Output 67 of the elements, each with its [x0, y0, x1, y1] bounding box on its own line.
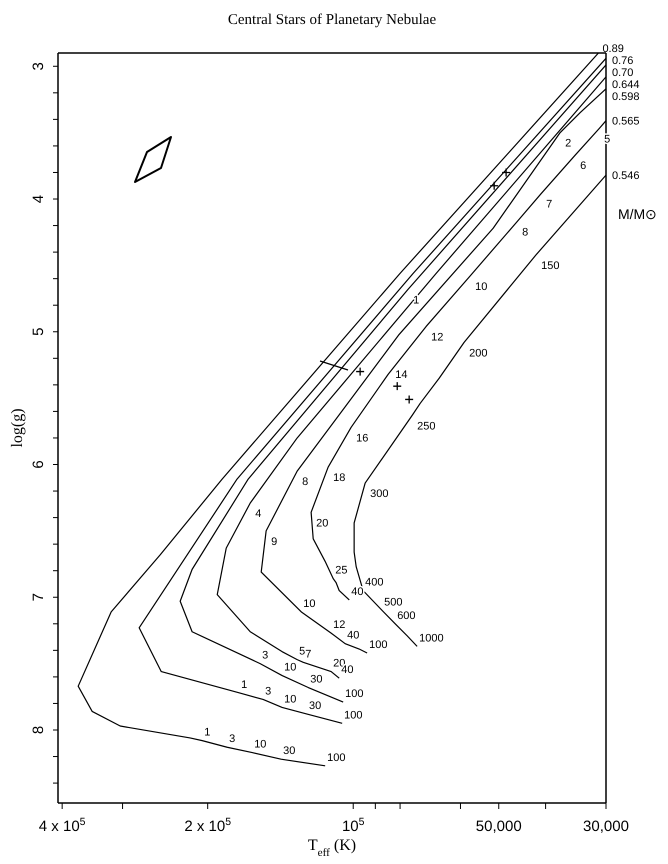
series-label: 0.546 [612, 170, 640, 182]
series-label: 0.565 [612, 116, 640, 128]
series-label: 0.70 [612, 67, 634, 79]
annotation: 500 [384, 596, 403, 609]
annotation: 8 [302, 476, 308, 488]
y-tick-label: 8 [30, 726, 47, 734]
annotation: 2 [565, 138, 572, 150]
annotation: 10 [303, 598, 316, 610]
annotation: 10 [254, 738, 266, 751]
annotation: 10 [284, 693, 296, 706]
annotation: 3 [262, 650, 268, 662]
annotation: 100 [327, 752, 346, 764]
annotation: 4 [255, 508, 262, 520]
annotation: 100 [369, 639, 388, 651]
y-axis-title: log(g) [9, 408, 26, 448]
annotation: 400 [365, 576, 384, 589]
x-tick-label: 4 x 10$^{5}$ [38, 816, 86, 835]
annotation: 16 [356, 432, 368, 444]
annotation: 3 [265, 685, 272, 698]
x-tick-label: 10$^{5}$ [342, 816, 365, 835]
x-tick-label: 2 x 10$^{5}$ [184, 816, 232, 835]
annotation: 150 [541, 260, 560, 272]
annotation: 6 [580, 160, 586, 172]
annotation: 7 [305, 648, 312, 660]
y-tick-label: 4 [30, 194, 47, 204]
annotation: 10 [475, 281, 488, 294]
chart-title: Central Stars of Planetary Nebulae [228, 12, 436, 28]
annotation: 20 [316, 517, 328, 530]
annotation: 12 [333, 619, 346, 632]
y-tick-label: 6 [30, 460, 47, 469]
series-label: 0.89 [602, 43, 624, 55]
y-tick-label: 5 [30, 328, 47, 336]
annotation: 14 [395, 369, 408, 382]
annotation: 40 [341, 664, 354, 676]
annotation: 18 [333, 472, 346, 484]
series-label: 0.644 [612, 79, 640, 91]
annotation: 250 [417, 420, 436, 432]
annotation: 3 [229, 733, 236, 746]
annotation: 100 [344, 709, 363, 722]
annotation: 40 [347, 630, 360, 642]
annotation: 200 [469, 347, 488, 360]
annotation: 1 [241, 678, 248, 691]
series-label: 0.598 [612, 91, 640, 103]
annotation: 40 [351, 586, 364, 598]
annotation: 12 [431, 331, 444, 344]
annotation: 5 [299, 646, 306, 658]
x-axis-title: T$_{eff}$ (K) [308, 837, 356, 859]
annotation: 30 [310, 674, 322, 686]
annotation: 1 [204, 726, 210, 739]
y-tick-label: 7 [30, 593, 47, 602]
legend-title: M/M⊙ [618, 206, 658, 222]
annotation: 7 [546, 198, 552, 211]
annotation: 600 [397, 610, 416, 622]
annotation: 25 [335, 564, 348, 577]
annotation: 1000 [419, 632, 444, 644]
series-label: 0.76 [612, 55, 634, 67]
annotation: 1 [413, 294, 420, 306]
annotation: 100 [345, 688, 364, 700]
annotation: 300 [370, 488, 389, 500]
x-tick-label: 30,000 [583, 818, 629, 835]
annotation: 9 [271, 536, 278, 548]
annotation: 8 [522, 226, 528, 239]
y-tick-label: 3 [30, 62, 47, 70]
x-tick-label: 50,000 [476, 818, 522, 835]
annotation: 30 [283, 745, 296, 758]
annotation: 10 [284, 662, 296, 674]
annotation: 30 [309, 700, 322, 712]
